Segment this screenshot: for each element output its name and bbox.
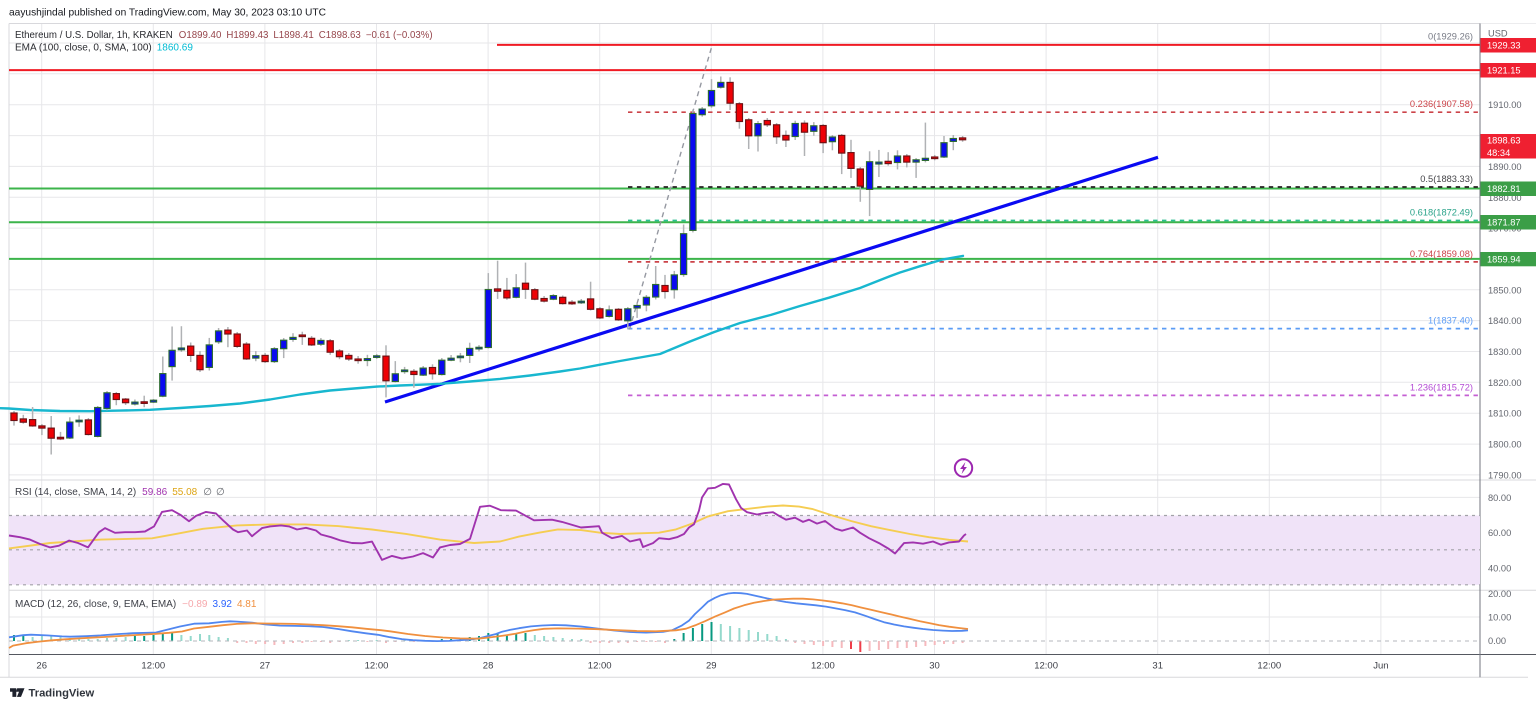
svg-text:0.764(1859.08): 0.764(1859.08)	[1410, 249, 1473, 259]
svg-text:0(1929.26): 0(1929.26)	[1428, 32, 1473, 42]
svg-text:RSI (14, close, SMA, 14, 2)59.: RSI (14, close, SMA, 14, 2) 59.86 55.08 ∅ ∅	[15, 487, 225, 498]
svg-text:1790.00: 1790.00	[1488, 470, 1522, 480]
svg-text:USD: USD	[1488, 29, 1508, 39]
svg-text:12:00: 12:00	[811, 661, 835, 672]
svg-text:0.00: 0.00	[1488, 636, 1506, 646]
svg-text:0.618(1872.49): 0.618(1872.49)	[1410, 208, 1473, 218]
svg-text:0.236(1907.58): 0.236(1907.58)	[1410, 99, 1473, 109]
svg-text:1880.00: 1880.00	[1488, 193, 1522, 203]
svg-text:12:00: 12:00	[365, 661, 389, 672]
svg-text:1871.87: 1871.87	[1487, 218, 1521, 228]
svg-text:MACD (12, 26, close, 9, EMA, E: MACD (12, 26, close, 9, EMA, EMA) −0.89 3.…	[15, 599, 257, 610]
svg-text:1890.00: 1890.00	[1488, 162, 1522, 172]
svg-text:1859.94: 1859.94	[1487, 255, 1521, 265]
svg-text:30: 30	[929, 661, 940, 672]
svg-text:EMA (100, close, 0, SMA, 100)1: EMA (100, close, 0, SMA, 100) 1860.69	[15, 43, 193, 54]
svg-text:12:00: 12:00	[1034, 661, 1058, 672]
svg-text:1(1837.40): 1(1837.40)	[1428, 316, 1473, 326]
svg-text:1910.00: 1910.00	[1488, 100, 1522, 110]
svg-text:28: 28	[483, 661, 494, 672]
svg-text:0.5(1883.33): 0.5(1883.33)	[1420, 174, 1473, 184]
svg-text:12:00: 12:00	[588, 661, 612, 672]
svg-text:29: 29	[706, 661, 717, 672]
svg-text:48:34: 48:34	[1487, 148, 1510, 158]
svg-text:1830.00: 1830.00	[1488, 347, 1522, 357]
svg-text:1.236(1815.72): 1.236(1815.72)	[1410, 383, 1473, 393]
svg-text:27: 27	[260, 661, 271, 672]
svg-text:Jun: Jun	[1373, 661, 1388, 672]
svg-text:1898.63: 1898.63	[1487, 136, 1521, 146]
svg-text:1882.81: 1882.81	[1487, 184, 1521, 194]
svg-text:26: 26	[36, 661, 47, 672]
svg-text:1850.00: 1850.00	[1488, 285, 1522, 295]
svg-text:1840.00: 1840.00	[1488, 316, 1522, 326]
svg-text:31: 31	[1152, 661, 1163, 672]
svg-text:1810.00: 1810.00	[1488, 409, 1522, 419]
svg-text:40.00: 40.00	[1488, 563, 1511, 573]
svg-text:1820.00: 1820.00	[1488, 378, 1522, 388]
svg-text:aayushjindal published on Trad: aayushjindal published on TradingView.co…	[9, 8, 326, 19]
svg-text:1800.00: 1800.00	[1488, 440, 1522, 450]
svg-text:20.00: 20.00	[1488, 589, 1511, 599]
svg-text:60.00: 60.00	[1488, 528, 1511, 538]
svg-text:12:00: 12:00	[1257, 661, 1281, 672]
svg-text:TradingView: TradingView	[29, 688, 95, 700]
svg-text:1921.15: 1921.15	[1487, 66, 1521, 76]
svg-text:10.00: 10.00	[1488, 612, 1511, 622]
svg-text:80.00: 80.00	[1488, 493, 1511, 503]
svg-text:1929.33: 1929.33	[1487, 40, 1521, 50]
svg-text:12:00: 12:00	[141, 661, 165, 672]
